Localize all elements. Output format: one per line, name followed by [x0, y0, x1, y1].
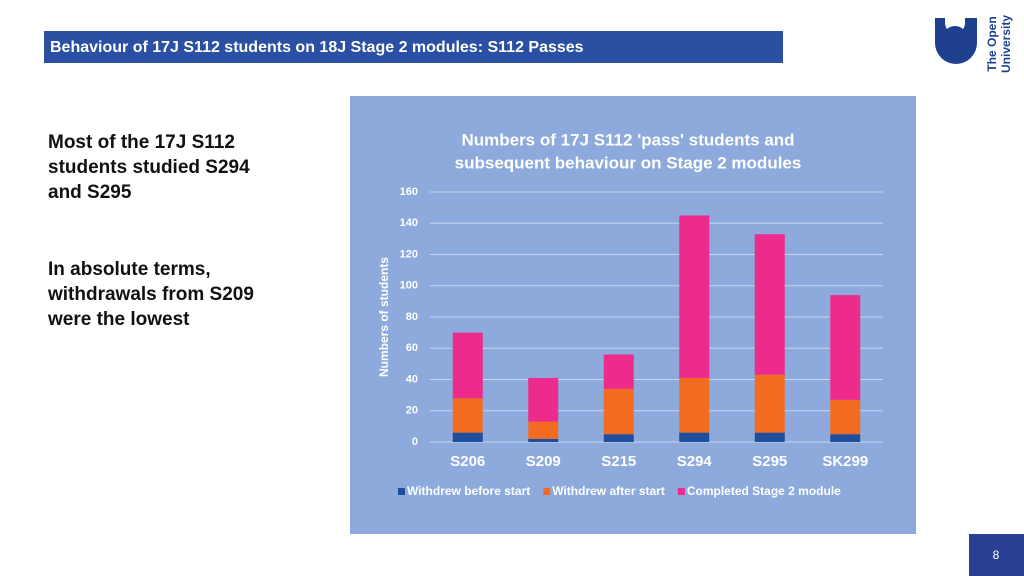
- y-tick-label: 40: [406, 373, 418, 385]
- bar-segment: [679, 432, 710, 442]
- bar-segment: [679, 215, 710, 378]
- x-tick-label: S206: [450, 453, 485, 470]
- x-tick-label: S295: [752, 453, 787, 470]
- body-line: Most of the 17J S112: [48, 132, 235, 153]
- bar-segment: [754, 432, 785, 442]
- legend-swatch: [543, 488, 551, 495]
- legend-label: Withdrew before start: [407, 484, 530, 498]
- bar-segment: [830, 399, 861, 435]
- x-tick-label: S215: [601, 453, 636, 470]
- bar-segment: [830, 295, 861, 400]
- bar-segment: [830, 434, 861, 442]
- page-number-box: [969, 534, 1024, 576]
- page-number: 8: [993, 548, 1000, 562]
- y-tick-label: 160: [400, 186, 418, 198]
- header-bar: [44, 31, 783, 63]
- bar-segment: [754, 234, 785, 375]
- legend-swatch: [398, 488, 405, 495]
- legend-swatch: [677, 488, 685, 495]
- logo-shield: [935, 18, 977, 64]
- chart-panel: [350, 96, 916, 534]
- body-line: and S295: [48, 182, 132, 203]
- bar-segment: [452, 332, 483, 399]
- bar-segment: [603, 388, 634, 435]
- y-tick-label: 80: [406, 311, 418, 323]
- x-tick-label: S209: [526, 453, 561, 470]
- chart-title: Numbers of 17J S112 'pass' students and: [461, 130, 794, 149]
- bar-segment: [528, 438, 559, 442]
- bar-segment: [528, 377, 559, 422]
- y-tick-label: 60: [406, 342, 418, 354]
- bar-segment: [603, 434, 634, 442]
- y-tick-label: 0: [412, 436, 418, 448]
- chart-title: subsequent behaviour on Stage 2 modules: [455, 153, 802, 172]
- body-text: Most of the 17J S112 students studied S29…: [47, 132, 254, 330]
- legend-label: Withdrew after start: [552, 484, 665, 498]
- bar-segment: [679, 377, 710, 433]
- bar-segment: [754, 374, 785, 433]
- bar-segment: [603, 354, 634, 389]
- y-tick-label: 120: [400, 248, 418, 260]
- logo-text: The Open: [985, 16, 999, 71]
- bar-segment: [452, 432, 483, 442]
- body-line: students studied S294: [48, 157, 250, 178]
- chart: Numbers of 17J S112 'pass' students and s…: [377, 130, 883, 498]
- body-line: were the lowest: [47, 309, 190, 330]
- x-tick-label: SK299: [822, 453, 868, 470]
- bar-segment: [528, 421, 559, 439]
- x-tick-label: S294: [677, 453, 713, 470]
- legend-label: Completed Stage 2 module: [687, 484, 841, 498]
- body-line: In absolute terms,: [48, 259, 211, 280]
- y-tick-label: 140: [400, 217, 418, 229]
- logo-text: University: [999, 15, 1013, 73]
- y-tick-label: 20: [406, 405, 418, 417]
- header-title: Behaviour of 17J S112 students on 18J St…: [50, 39, 584, 56]
- body-line: withdrawals from S209: [47, 284, 254, 305]
- logo: The Open University: [935, 15, 1013, 73]
- bar-segment: [452, 398, 483, 433]
- y-tick-label: 100: [400, 280, 418, 292]
- y-axis-label: Numbers of students: [377, 257, 391, 377]
